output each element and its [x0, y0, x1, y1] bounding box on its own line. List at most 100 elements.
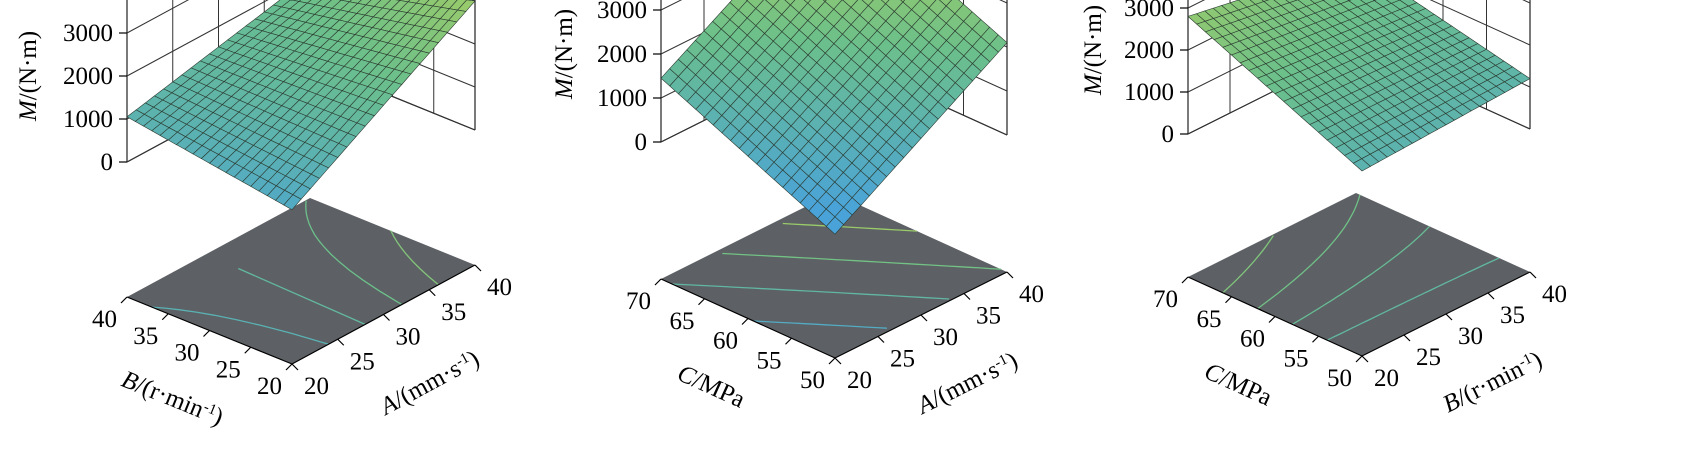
z-tick-label: 0 [1162, 121, 1175, 148]
surface-panel-1: 0 1000 2000 3000 4000 M/(N·m) 20 25 30 35 40 20 25 30… [15, 0, 512, 431]
left-axis-tick-label: 65 [1197, 306, 1222, 333]
left-axis-label: C/MPa [673, 360, 749, 414]
floor-contours [151, 200, 439, 345]
left-axis-tick-label: 60 [713, 328, 738, 355]
right-axis-tick-mark [963, 293, 971, 300]
right-axis-tick-mark [1006, 271, 1014, 279]
left-axis-tick-mark [698, 298, 705, 306]
right-axis-tick-mark [428, 289, 436, 297]
right-axis-tick-label: 30 [1458, 323, 1483, 350]
z-tick-label: 1000 [1124, 79, 1174, 106]
response-surface [660, 0, 1008, 235]
right-axis-tick-label: 40 [487, 274, 512, 301]
right-axis-tick-mark [834, 357, 842, 365]
floor-plane [661, 193, 1007, 358]
z-tick-label: 2000 [63, 63, 113, 90]
right-axis-tick-label: 35 [1500, 302, 1525, 329]
right-axis-label: A/(mm·s-1) [911, 347, 1022, 420]
wall-frame [1187, 0, 1531, 134]
right-axis-tick-label: 20 [1374, 365, 1399, 392]
surface-cell [1352, 158, 1371, 172]
contour-line [671, 283, 950, 300]
left-axis-tick-mark [285, 363, 293, 371]
z-axis-label: M/(N·m) [15, 31, 42, 122]
z-tick-label: 0 [101, 149, 114, 176]
left-axis-tick-mark [1355, 355, 1363, 363]
floor-plane [127, 198, 475, 364]
left-axis-tick-mark [785, 337, 792, 345]
surface-cell [784, 0, 796, 6]
right-axis-tick-label: 40 [1019, 281, 1044, 308]
left-axis-tick-mark [1225, 296, 1232, 304]
contour-line [390, 230, 439, 286]
z-tick-label: 3000 [63, 20, 113, 47]
contour-line [305, 200, 403, 306]
floor-contours [1222, 194, 1500, 341]
right-axis-tick-label: 30 [396, 324, 421, 351]
left-axis-tick-label: 35 [133, 323, 158, 350]
surface-cell [283, 194, 302, 211]
left-axis-tick-mark [828, 357, 836, 365]
left-axis-tick-label: 70 [626, 288, 651, 315]
left-axis-tick-label: 20 [257, 373, 282, 400]
wall-gridline [126, 0, 190, 34]
surface-cell [803, 0, 812, 4]
left-axis-tick-mark [244, 346, 252, 354]
left-axis-tick-mark [1181, 276, 1189, 284]
contour-line [238, 267, 366, 325]
z-tick-label: 1000 [597, 85, 647, 112]
z-tick-label: 0 [635, 129, 648, 156]
right-axis-tick-mark [877, 336, 885, 343]
left-axis-tick-label: 55 [757, 347, 782, 374]
left-axis-tick-label: 70 [1153, 286, 1178, 313]
z-tick-label: 4000 [63, 0, 113, 4]
left-axis-tick-label: 55 [1284, 345, 1309, 372]
contour-line [753, 320, 887, 329]
right-axis-tick-mark [291, 363, 299, 371]
right-axis-tick-label: 25 [350, 348, 375, 375]
left-axis-tick-mark [161, 313, 169, 321]
right-axis-tick-mark [1403, 334, 1411, 342]
left-axis-tick-label: 30 [175, 340, 200, 367]
left-axis-tick-mark [120, 296, 128, 304]
left-axis-tick-mark [654, 278, 662, 286]
right-axis-tick-label: 30 [933, 324, 958, 351]
right-axis-tick-mark [474, 264, 482, 272]
surface-cell [880, 0, 890, 5]
wall-frame [126, 0, 476, 162]
contour-line [1222, 235, 1274, 294]
right-axis-tick-mark [337, 338, 345, 346]
right-axis-label: A/(mm·s-1) [374, 345, 484, 421]
z-axis-label: M/(N·m) [1080, 5, 1107, 96]
left-axis-tick-label: 50 [800, 367, 825, 394]
right-axis-tick-mark [1487, 292, 1495, 300]
z-axis-label: M/(N·m) [551, 9, 578, 100]
z-tick-label: 2000 [1124, 37, 1174, 64]
right-axis-tick-mark [1529, 271, 1537, 279]
z-axis: 0 1000 2000 3000 4000 M/(N·m) [15, 0, 127, 176]
surface-cell [825, 216, 845, 235]
left-axis-label: C/MPa [1200, 358, 1276, 412]
wall-frame [660, 0, 1008, 142]
right-axis-tick-mark [920, 314, 928, 322]
z-tick-label: 1000 [63, 106, 113, 133]
contour-line [1292, 225, 1430, 325]
right-axis-tick-mark [383, 314, 390, 321]
z-tick-label: 3000 [597, 0, 647, 24]
z-tick-label: 3000 [1124, 0, 1174, 22]
contour-line [1257, 194, 1361, 310]
contour-line [782, 222, 917, 232]
left-axis-tick-label: 25 [216, 356, 241, 383]
response-surface [1187, 0, 1531, 172]
left-axis-tick-mark [741, 318, 749, 325]
left-axis-tick-mark [1312, 335, 1319, 343]
right-axis-tick-label: 35 [976, 303, 1001, 330]
surface-panel-2: 01000200030004000M/(N·m)2025303540505560… [551, 0, 1044, 420]
right-axis-tick-label: 25 [890, 346, 915, 373]
z-axis: 01000200030004000M/(N·m) [1080, 0, 1188, 148]
left-axis-label: B/(r·min-1) [118, 366, 227, 431]
right-axis-tick-mark [1445, 313, 1453, 321]
left-axis-tick-mark [203, 330, 210, 337]
right-axis-tick-label: 20 [304, 373, 329, 400]
